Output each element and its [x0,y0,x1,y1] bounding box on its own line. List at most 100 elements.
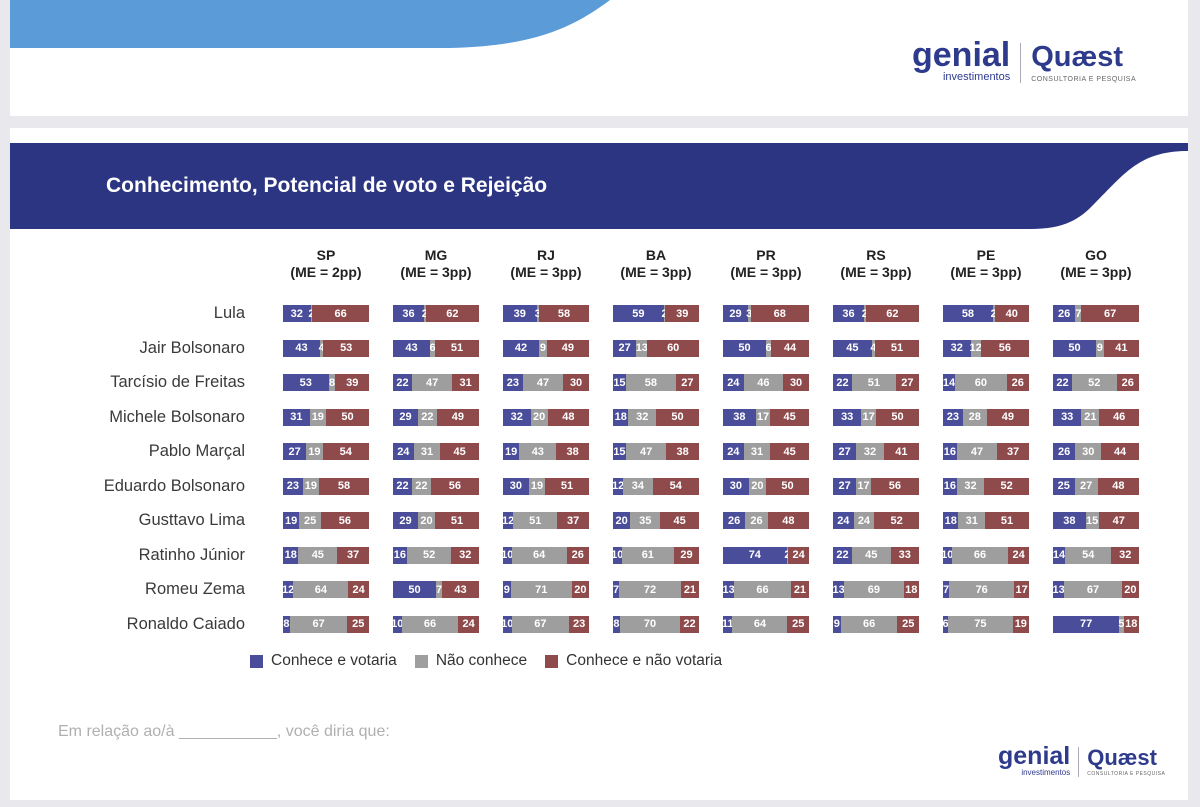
bar-segment-votaria: 22 [393,374,412,391]
bar-segment-votaria: 16 [943,477,957,495]
data-label: 26 [1011,376,1024,389]
data-label: 46 [757,376,770,389]
bar-segment-nao-conhece: 66 [401,615,459,633]
bar-segment-votaria: 22 [833,374,852,391]
data-label: 75 [974,618,987,630]
bar-segment-nao-votaria: 26 [1116,374,1139,391]
bar-segment-nao-votaria: 38 [666,443,699,460]
bar-segment-votaria: 16 [393,546,407,564]
data-label: 45 [783,411,796,423]
data-label: 47 [639,445,653,458]
column-header-pr: PR (ME = 3pp) [716,247,816,281]
stacked-bar: 13 66 21 [722,581,809,598]
data-label: 53 [299,376,312,389]
data-label: 52 [1088,376,1101,389]
data-label: 32 [459,549,472,561]
data-label: 43 [531,445,544,458]
bar-segment-votaria: 16 [943,443,957,460]
data-label: 49 [451,411,465,423]
data-label: 16 [943,445,956,458]
data-label: 29 [729,307,742,320]
stacked-bar: 23 19 58 [283,477,369,495]
stacked-bar: 32 20 48 [503,408,589,426]
margin-of-error: (ME = 3pp) [510,264,582,280]
bar-segment-nao-votaria: 24 [1008,546,1029,564]
bar-segment-nao-votaria: 25 [347,615,369,633]
data-label: 54 [339,445,352,458]
stacked-bar: 59 2 39 [613,305,699,322]
bar-segment-votaria: 26 [723,512,746,529]
data-label: 77 [1079,618,1093,630]
row-label: Gusttavo Lima [138,511,245,529]
data-label: 2 [991,308,997,320]
bar-segment-nao-conhece: 2 [784,546,791,564]
margin-of-error: (ME = 3pp) [620,264,692,280]
stacked-bar: 10 64 26 [501,546,589,564]
bar-segment-nao-votaria: 37 [557,512,589,529]
bar-segment-nao-votaria: 43 [442,581,479,598]
stacked-bar: 74 224 [723,546,809,564]
bar-segment-nao-votaria: 45 [440,443,479,460]
bar-segment-votaria: 39 [503,305,537,322]
data-label: 8 [613,618,620,630]
bar-segment-votaria: 13 [1052,581,1065,598]
data-label: 24 [1012,549,1025,561]
data-label: 64 [314,583,327,596]
data-label: 49 [561,342,575,354]
bar-segment-nao-conhece: 21 [1081,408,1100,426]
row-label: Ronaldo Caiado [126,614,245,633]
bar-segment-votaria: 29 [723,305,748,322]
bar-segment-votaria: 22 [1053,374,1072,391]
data-label: 66 [334,307,347,320]
stacked-bar: 8 67 25 [283,615,369,633]
bar-segment-nao-votaria: 44 [771,339,809,357]
bar-segment-nao-conhece: 32 [956,477,985,495]
data-label: 48 [562,411,575,423]
data-label: 20 [574,583,587,596]
row-label: Romeu Zema [145,580,245,598]
bar-segment-nao-conhece: 52 [406,546,452,564]
bar-segment-nao-votaria: 51 [985,512,1029,529]
bar-segment-nao-votaria: 48 [547,408,589,426]
bar-segment-nao-conhece: 7 [436,581,442,598]
row-label: Pablo Marçal [148,442,245,460]
stacked-bar: 32 2 66 [283,305,369,322]
bar-segment-nao-conhece: 22 [417,408,437,426]
bar-segment-votaria: 43 [283,339,320,357]
data-label: 19 [1014,618,1027,630]
bar-segment-votaria: 33 [1053,408,1082,426]
bar-segment-votaria: 36 [393,305,424,322]
data-label: 48 [1112,480,1125,492]
data-label: 22 [1056,376,1069,389]
bar-segment-nao-votaria: 54 [322,443,369,460]
bar-segment-votaria: 29 [393,408,418,426]
data-label: 22 [396,376,409,389]
bar-segment-nao-votaria: 27 [895,374,919,391]
bar-segment-votaria: 13 [722,581,735,598]
bar-segment-votaria: 50 [723,339,766,357]
data-label: 35 [639,514,652,527]
bar-segment-nao-conhece: 47 [522,374,564,391]
data-label: 23 [286,480,299,492]
data-label: 51 [867,376,880,389]
data-label: 62 [886,307,899,320]
stacked-bar: 15 47 38 [613,443,699,460]
bar-segment-nao-conhece: 19 [528,477,546,495]
bar-segment-nao-votaria: 41 [883,443,919,460]
data-label: 45 [846,342,859,354]
bar-segment-nao-votaria: 66 [312,305,369,322]
top-banner: genial investimentos Quæst CONSULTORIA E… [10,0,1188,116]
bar-segment-votaria: 10 [501,615,513,633]
bar-segment-votaria: 10 [501,546,513,564]
bar-segment-nao-conhece: 4 [319,339,325,357]
stacked-bar: 14 60 26 [943,374,1029,391]
data-label: 31 [750,445,764,458]
data-label: 46 [1113,411,1126,423]
data-label: 9 [1096,342,1103,354]
stacked-bar: 7 76 17 [943,581,1029,598]
stacked-bar: 31 19 50 [283,408,369,426]
stacked-bar: 26 26 48 [723,512,809,529]
data-label: 6 [765,342,772,354]
stacked-bar: 10 61 29 [611,546,699,564]
margin-of-error: (ME = 3pp) [1060,264,1132,280]
